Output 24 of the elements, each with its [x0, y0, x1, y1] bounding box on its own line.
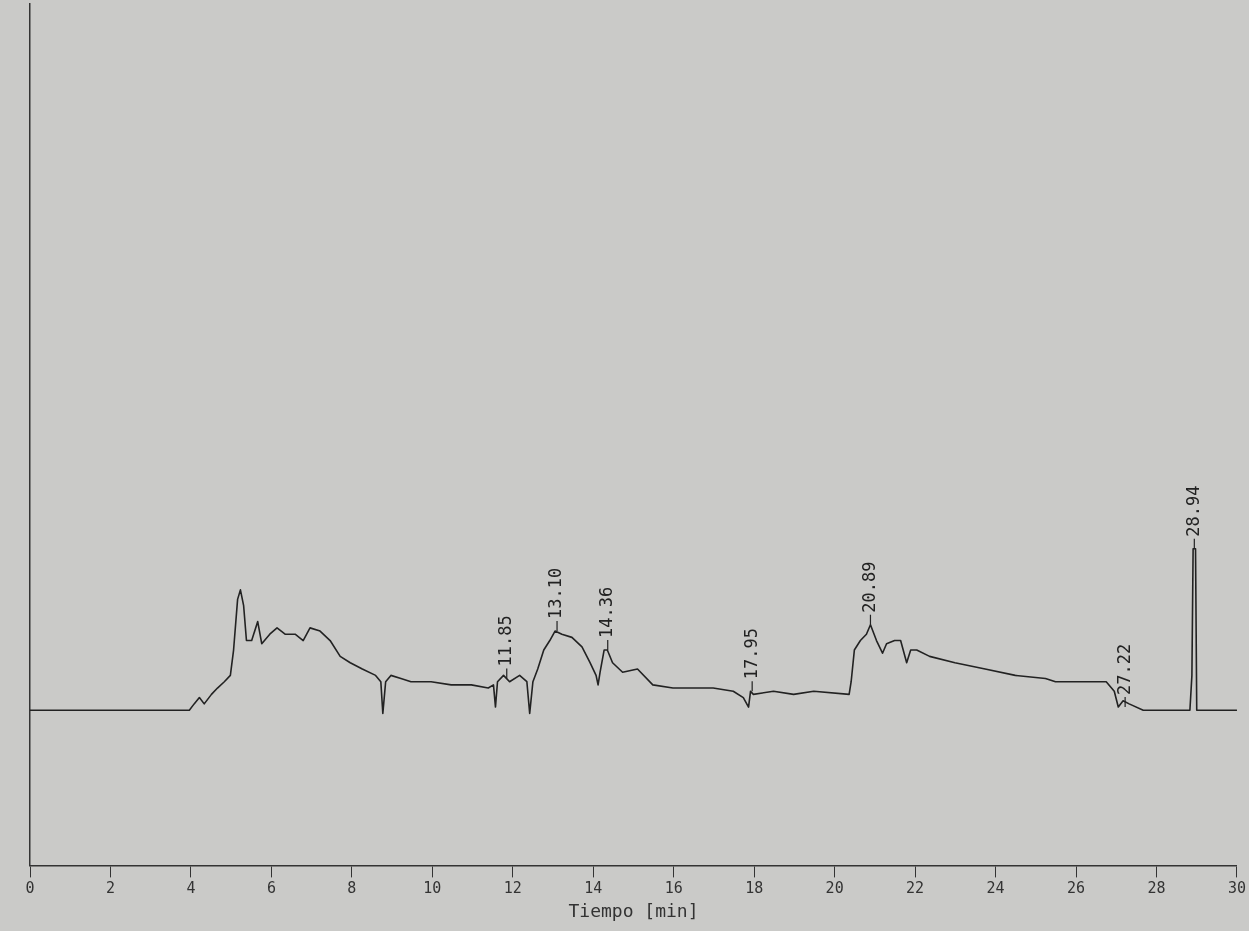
annotation: 14.36: [596, 586, 617, 639]
x-tick-label: 14: [584, 879, 603, 898]
annotation: 13.10: [545, 567, 566, 620]
x-tick-label: 22: [906, 879, 925, 898]
x-tick-label: 12: [503, 879, 522, 898]
x-tick-label: 10: [423, 879, 442, 898]
x-tick-label: 16: [664, 879, 683, 898]
x-tick-label: 26: [1067, 879, 1086, 898]
x-tick-label: 2: [105, 879, 115, 898]
x-tick-label: 20: [825, 879, 844, 898]
annotation: 17.95: [740, 628, 761, 680]
x-tick-label: 30: [1227, 879, 1246, 898]
annotation: 20.89: [858, 561, 879, 613]
x-tick-label: 6: [266, 879, 276, 898]
x-tick-label: 0: [25, 879, 35, 898]
x-axis-title: Tiempo [min]: [568, 899, 699, 921]
x-tick-label: 28: [1147, 879, 1166, 898]
x-tick-label: 24: [986, 879, 1005, 898]
x-tick-label: 4: [186, 879, 196, 898]
annotation: 11.85: [495, 615, 516, 667]
annotation: 28.94: [1182, 485, 1203, 537]
x-tick-label: 8: [347, 879, 357, 898]
x-tick-label: 18: [745, 879, 764, 898]
annotation: 27.22: [1113, 643, 1134, 696]
